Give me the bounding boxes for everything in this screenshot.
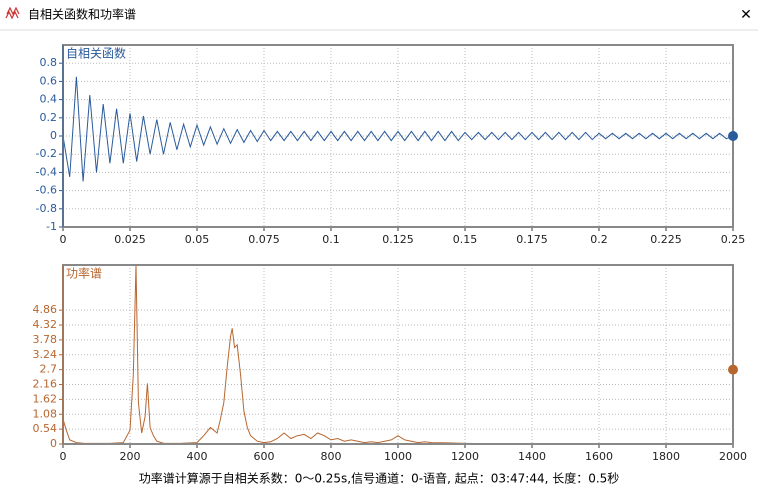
x-tick-label: 200: [120, 450, 141, 463]
cursor-marker: [728, 131, 738, 141]
window-icon: [5, 6, 20, 20]
window-title: 自相关函数和功率谱: [28, 7, 136, 22]
x-tick-label: 0.075: [248, 233, 280, 246]
x-tick-label: 800: [321, 450, 342, 463]
x-tick-label: 1000: [384, 450, 412, 463]
y-tick-label: 1.62: [33, 392, 58, 405]
close-button[interactable]: ✕: [740, 7, 752, 23]
x-tick-label: 1200: [451, 450, 479, 463]
x-tick-label: 1800: [652, 450, 680, 463]
cursor-marker: [728, 364, 738, 375]
y-tick-label: 0: [50, 129, 57, 142]
x-tick-label: 0.2: [590, 233, 608, 246]
y-tick-label: 2.7: [40, 363, 58, 376]
y-tick-label: 3.78: [33, 333, 58, 346]
footer-note: 功率谱计算源于自相关系数：0～0.25s,信号通道：0-语音, 起点：03:47…: [139, 471, 620, 486]
chart-title: 自相关函数: [66, 46, 126, 61]
x-tick-label: 0.15: [453, 233, 478, 246]
x-tick-label: 0.05: [185, 233, 210, 246]
chart-title: 功率谱: [66, 266, 102, 281]
y-tick-label: 0.4: [40, 93, 58, 106]
y-tick-label: 3.24: [33, 348, 58, 361]
x-tick-label: 2000: [719, 450, 747, 463]
y-tick-label: -0.6: [36, 184, 57, 197]
y-tick-label: 4.86: [33, 303, 58, 316]
y-tick-label: -0.2: [36, 147, 57, 160]
y-tick-label: 0: [50, 437, 57, 450]
y-tick-label: 4.32: [33, 318, 58, 331]
x-tick-label: 0.125: [382, 233, 414, 246]
y-tick-label: 0.54: [33, 422, 58, 435]
plot-area: [63, 265, 733, 444]
y-tick-label: 1.08: [33, 407, 58, 420]
y-tick-label: 0.8: [40, 56, 58, 69]
x-tick-label: 0: [60, 233, 67, 246]
y-tick-label: 0.6: [40, 74, 58, 87]
x-tick-label: 0.25: [721, 233, 746, 246]
x-tick-label: 0: [60, 450, 67, 463]
y-tick-label: 0.2: [40, 111, 58, 124]
x-tick-label: 0.1: [322, 233, 340, 246]
x-tick-label: 600: [254, 450, 275, 463]
x-tick-label: 400: [187, 450, 208, 463]
title-bar: [0, 0, 758, 30]
series-line: [63, 265, 733, 444]
y-tick-label: -1: [46, 220, 57, 233]
series-line: [63, 76, 733, 182]
x-tick-label: 0.225: [650, 233, 682, 246]
y-tick-label: -0.8: [36, 202, 57, 215]
y-tick-label: 2.16: [33, 378, 58, 391]
x-tick-label: 1600: [585, 450, 613, 463]
x-tick-label: 0.175: [516, 233, 548, 246]
x-tick-label: 0.025: [114, 233, 146, 246]
x-tick-label: 1400: [518, 450, 546, 463]
y-tick-label: -0.4: [36, 165, 57, 178]
